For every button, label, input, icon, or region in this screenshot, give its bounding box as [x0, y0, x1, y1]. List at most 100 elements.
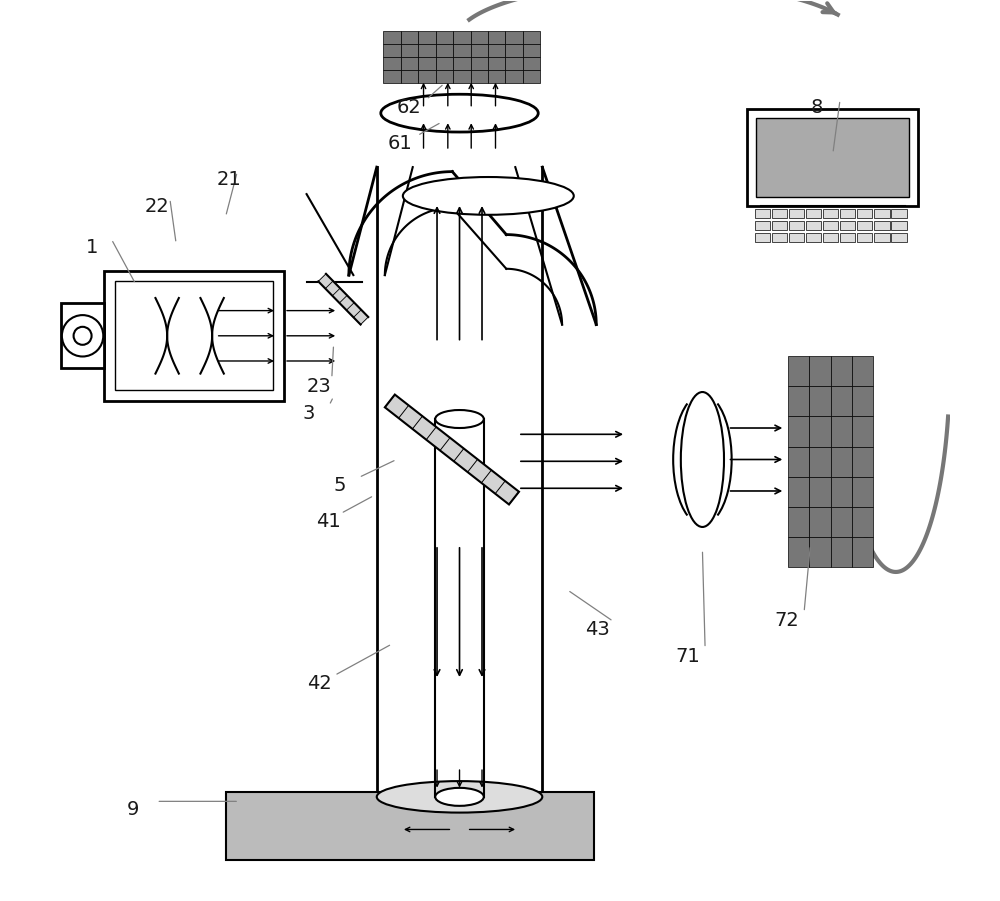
FancyBboxPatch shape	[852, 477, 873, 507]
FancyBboxPatch shape	[806, 232, 821, 241]
FancyBboxPatch shape	[852, 356, 873, 387]
FancyBboxPatch shape	[523, 32, 540, 44]
Text: 41: 41	[316, 512, 340, 531]
FancyBboxPatch shape	[831, 537, 852, 568]
FancyBboxPatch shape	[857, 232, 872, 241]
FancyBboxPatch shape	[436, 58, 453, 70]
FancyBboxPatch shape	[788, 447, 809, 477]
FancyBboxPatch shape	[852, 507, 873, 537]
FancyBboxPatch shape	[831, 416, 852, 447]
FancyBboxPatch shape	[788, 356, 809, 387]
Ellipse shape	[435, 410, 484, 428]
FancyBboxPatch shape	[809, 507, 831, 537]
FancyBboxPatch shape	[453, 32, 471, 44]
FancyBboxPatch shape	[788, 387, 809, 416]
Text: 22: 22	[145, 197, 169, 216]
FancyBboxPatch shape	[488, 32, 505, 44]
FancyBboxPatch shape	[436, 70, 453, 84]
Text: 21: 21	[217, 170, 241, 189]
FancyBboxPatch shape	[857, 209, 872, 218]
FancyBboxPatch shape	[831, 447, 852, 477]
Text: 8: 8	[810, 98, 823, 117]
FancyBboxPatch shape	[788, 477, 809, 507]
FancyBboxPatch shape	[418, 32, 436, 44]
FancyBboxPatch shape	[831, 387, 852, 416]
FancyBboxPatch shape	[788, 507, 809, 537]
FancyBboxPatch shape	[755, 221, 770, 230]
FancyBboxPatch shape	[523, 44, 540, 58]
FancyBboxPatch shape	[488, 44, 505, 58]
FancyBboxPatch shape	[505, 32, 523, 44]
FancyBboxPatch shape	[789, 221, 804, 230]
FancyBboxPatch shape	[874, 209, 890, 218]
Text: 62: 62	[397, 98, 421, 117]
Text: 71: 71	[675, 647, 700, 666]
FancyBboxPatch shape	[401, 58, 418, 70]
Text: 72: 72	[774, 611, 799, 630]
FancyBboxPatch shape	[505, 70, 523, 84]
FancyBboxPatch shape	[831, 477, 852, 507]
FancyBboxPatch shape	[789, 232, 804, 241]
FancyBboxPatch shape	[823, 209, 838, 218]
FancyBboxPatch shape	[755, 209, 770, 218]
FancyBboxPatch shape	[471, 44, 488, 58]
FancyBboxPatch shape	[852, 447, 873, 477]
FancyBboxPatch shape	[61, 304, 104, 369]
Text: 1: 1	[86, 238, 99, 257]
FancyBboxPatch shape	[809, 356, 831, 387]
FancyBboxPatch shape	[418, 70, 436, 84]
FancyBboxPatch shape	[383, 58, 401, 70]
FancyBboxPatch shape	[823, 221, 838, 230]
FancyBboxPatch shape	[874, 232, 890, 241]
FancyBboxPatch shape	[857, 221, 872, 230]
FancyBboxPatch shape	[891, 232, 907, 241]
Text: 42: 42	[307, 674, 331, 693]
FancyBboxPatch shape	[831, 356, 852, 387]
FancyBboxPatch shape	[772, 209, 787, 218]
FancyBboxPatch shape	[453, 58, 471, 70]
Text: 43: 43	[585, 620, 610, 639]
FancyBboxPatch shape	[505, 44, 523, 58]
Ellipse shape	[377, 781, 542, 813]
FancyBboxPatch shape	[226, 792, 594, 860]
FancyBboxPatch shape	[747, 109, 918, 205]
FancyBboxPatch shape	[471, 70, 488, 84]
FancyBboxPatch shape	[453, 70, 471, 84]
Ellipse shape	[435, 787, 484, 805]
FancyBboxPatch shape	[772, 232, 787, 241]
FancyBboxPatch shape	[788, 537, 809, 568]
FancyBboxPatch shape	[809, 537, 831, 568]
FancyBboxPatch shape	[852, 416, 873, 447]
FancyBboxPatch shape	[418, 58, 436, 70]
FancyBboxPatch shape	[772, 221, 787, 230]
Polygon shape	[385, 395, 519, 505]
FancyBboxPatch shape	[840, 221, 855, 230]
FancyBboxPatch shape	[891, 221, 907, 230]
Text: 5: 5	[334, 476, 346, 495]
FancyBboxPatch shape	[809, 477, 831, 507]
FancyBboxPatch shape	[840, 209, 855, 218]
Circle shape	[62, 315, 103, 357]
FancyBboxPatch shape	[756, 118, 909, 196]
FancyBboxPatch shape	[436, 44, 453, 58]
Text: 61: 61	[388, 134, 412, 153]
FancyBboxPatch shape	[505, 58, 523, 70]
FancyBboxPatch shape	[852, 537, 873, 568]
FancyBboxPatch shape	[488, 58, 505, 70]
Text: 23: 23	[307, 377, 331, 396]
FancyBboxPatch shape	[383, 44, 401, 58]
FancyBboxPatch shape	[523, 70, 540, 84]
FancyBboxPatch shape	[401, 70, 418, 84]
FancyBboxPatch shape	[809, 387, 831, 416]
Text: 9: 9	[127, 800, 139, 819]
FancyBboxPatch shape	[809, 416, 831, 447]
Ellipse shape	[403, 177, 574, 214]
FancyBboxPatch shape	[806, 209, 821, 218]
FancyBboxPatch shape	[789, 209, 804, 218]
Text: 3: 3	[302, 404, 314, 423]
Ellipse shape	[381, 95, 538, 132]
FancyBboxPatch shape	[852, 387, 873, 416]
FancyBboxPatch shape	[471, 58, 488, 70]
FancyBboxPatch shape	[115, 281, 273, 390]
FancyBboxPatch shape	[840, 232, 855, 241]
